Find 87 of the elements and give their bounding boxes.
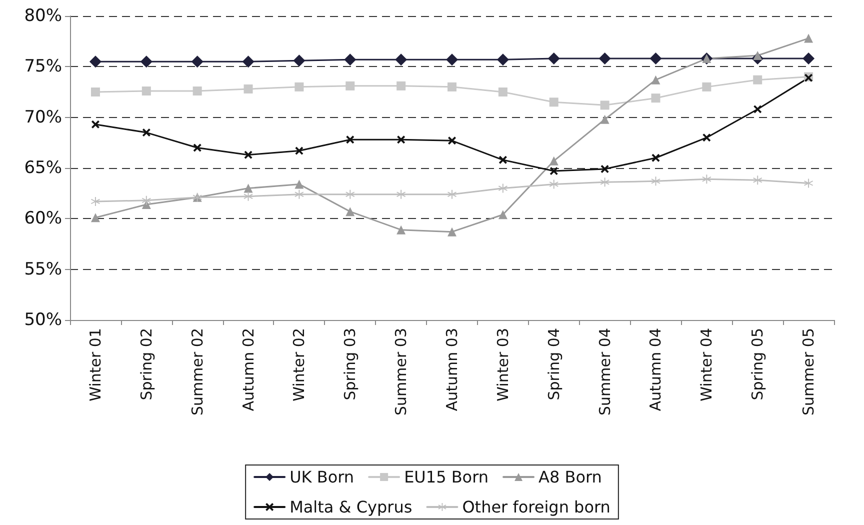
point [448,227,456,236]
point [753,176,762,185]
point [396,190,406,199]
point [244,184,253,193]
point [89,56,102,68]
point [448,82,456,92]
point [294,82,304,92]
point [346,190,355,199]
point [346,207,355,216]
x-tick-label: Winter 02 [290,328,308,402]
point [753,75,762,84]
point [90,213,100,222]
point [549,98,558,107]
x-tick-label: Summer 05 [800,328,818,416]
y-tick-label: 70% [24,107,62,128]
x-tick-label: Spring 05 [748,328,767,400]
x-tick-label: Winter 01 [86,328,104,402]
x-tick-label: Summer 02 [188,328,206,416]
point [192,86,202,96]
point [244,192,253,201]
legend-label: A8 Born [538,468,602,486]
point [498,210,508,220]
y-tick-label: 60% [24,208,62,229]
point [446,54,458,66]
point [804,34,814,43]
y-tick-label: 55% [24,259,62,280]
point [498,88,508,96]
legend-label: Malta & Cyprus [290,498,412,516]
point [496,54,509,66]
x-tick-label: Winter 04 [698,328,716,402]
point [242,56,254,68]
point [754,105,762,114]
point [498,184,508,193]
point [346,136,354,144]
point [548,52,560,65]
x-tick-label: Summer 03 [392,328,410,416]
point [702,134,711,142]
point [344,54,356,66]
legend-label: Other foreign born [462,498,610,516]
point [804,178,814,188]
point [90,88,100,96]
point [550,167,558,176]
point [598,52,611,65]
point [396,81,406,90]
point [650,52,662,65]
point [140,56,152,68]
point [294,180,304,189]
point [802,52,815,65]
point [651,176,660,186]
point [651,94,660,103]
x-tick-label: Autumn 04 [646,328,665,412]
legend-label: UK Born [290,468,354,486]
point [448,190,456,199]
point [142,86,151,96]
point [244,84,253,94]
point [294,190,304,199]
point [397,136,406,144]
point [191,56,204,68]
point [396,225,406,234]
x-tick-label: Winter 03 [494,328,512,402]
point [498,156,507,164]
point [651,75,660,84]
point [600,178,610,187]
point [549,180,558,189]
point [549,156,558,166]
y-tick-label: 65% [24,158,62,178]
x-tick-label: Autumn 03 [443,328,461,412]
y-tick-label: 50% [24,310,62,330]
x-tick-label: Spring 03 [341,328,360,400]
point [346,81,355,90]
point [702,174,712,184]
point [293,54,306,67]
point [600,165,609,174]
x-tick-label: Autumn 02 [239,328,258,412]
x-tick-label: Spring 02 [137,328,156,400]
point [600,100,610,110]
point [702,82,712,92]
x-tick-label: Summer 04 [596,328,614,416]
y-tick-label: 75% [24,56,62,77]
point [90,196,100,206]
point [753,51,762,60]
y-tick-label: 80% [24,6,62,26]
legend-label: EU15 Born [404,468,489,486]
x-tick-label: Spring 04 [544,328,563,400]
point [395,54,408,66]
point [142,196,151,205]
point [600,114,610,124]
